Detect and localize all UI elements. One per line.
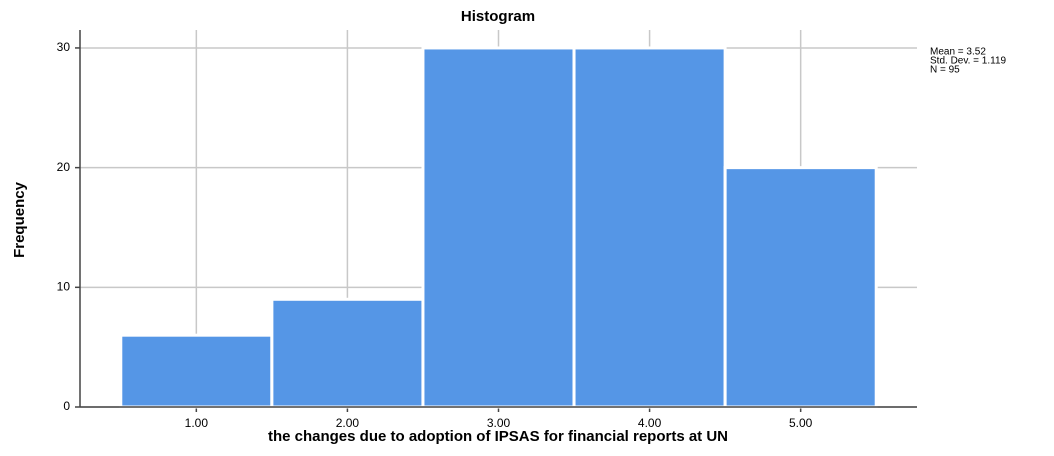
x-tick-label: 4.00 [638,416,662,430]
y-tick-label: 20 [57,160,71,174]
y-tick-label: 0 [63,399,70,413]
x-tick-label: 3.00 [487,416,511,430]
bar [421,46,576,409]
chart-title: Histogram [461,8,535,25]
x-axis-label: the changes due to adoption of IPSAS for… [268,428,728,445]
bar [270,297,425,409]
annotation: N = 95 [930,65,960,76]
x-tick-label: 2.00 [336,416,360,430]
x-tick-label: 5.00 [789,416,813,430]
annotation: Mean = 3.52 [930,47,986,58]
y-tick-label: 10 [57,279,71,293]
bar [119,333,274,409]
annotation: Std. Dev. = 1.119 [930,56,1007,67]
y-axis-label: Frequency [11,181,28,258]
bar [572,46,727,409]
y-tick-label: 30 [57,40,71,54]
x-tick-label: 1.00 [185,416,209,430]
bar [723,166,878,409]
